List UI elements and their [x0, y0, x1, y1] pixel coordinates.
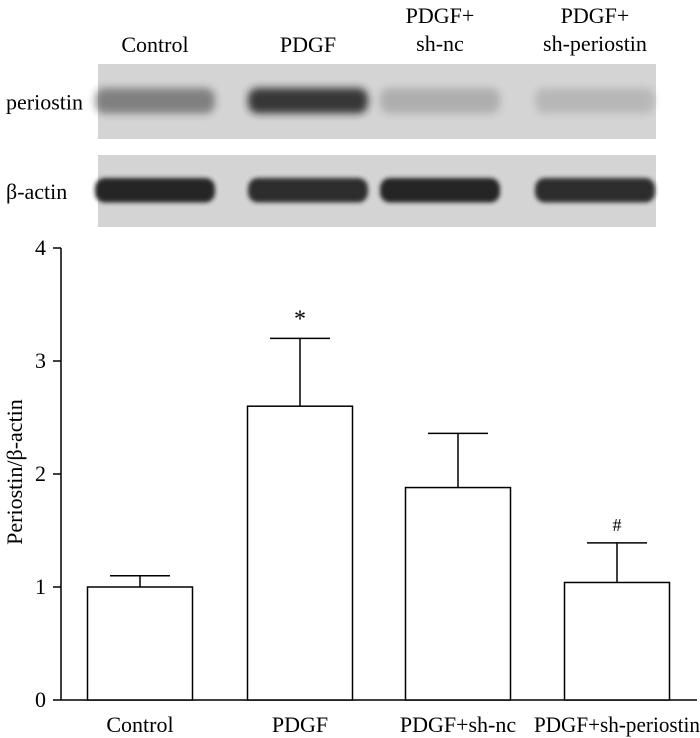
bar-group-2	[406, 433, 511, 700]
x-tick-label-3: PDGF+sh-periostin	[534, 712, 700, 737]
y-tick-label-1: 1	[35, 574, 46, 599]
y-tick-label-4: 4	[35, 235, 46, 260]
blot-band-1-2	[380, 178, 500, 202]
bar-group-1: *	[248, 306, 353, 700]
blot-row-1: β-actin	[6, 155, 656, 227]
lane-label-2-1: sh-nc	[416, 31, 464, 56]
lane-labels: Control PDGF PDGF+ sh-nc PDGF+ sh-periostin	[121, 3, 647, 57]
x-tick-label-0: Control	[106, 712, 173, 737]
bar-group-0	[88, 576, 193, 700]
y-tick-label-2: 2	[35, 461, 46, 486]
bar-2	[406, 488, 511, 700]
blot-band-1-0	[95, 178, 215, 202]
x-tick-label-1: PDGF	[272, 712, 328, 737]
x-tick-labels: Control PDGF PDGF+sh-nc PDGF+sh-periostin	[106, 712, 700, 737]
blot-band-0-0	[95, 88, 215, 114]
y-tick-label-0: 0	[35, 687, 46, 712]
lane-label-3-0: PDGF+	[561, 3, 630, 28]
western-blot-panel: Control PDGF PDGF+ sh-nc PDGF+ sh-periostin p…	[6, 3, 656, 227]
blot-band-0-3	[535, 88, 655, 114]
bar-3	[565, 582, 670, 700]
bar-0	[88, 587, 193, 700]
y-tick-label-3: 3	[35, 348, 46, 373]
blot-band-0-1	[248, 88, 368, 114]
y-axis-label: Periostin/β-actin	[2, 399, 27, 545]
x-tick-label-2: PDGF+sh-nc	[400, 712, 517, 737]
lane-label-3-1: sh-periostin	[543, 31, 647, 56]
significance-marker-3: #	[613, 515, 622, 535]
blot-band-0-2	[380, 88, 500, 114]
significance-marker-1: *	[294, 306, 306, 332]
bar-1	[248, 406, 353, 700]
bars: *#	[88, 306, 670, 700]
lane-label-0-0: Control	[121, 32, 188, 57]
blot-band-1-1	[248, 178, 368, 202]
blot-row-0: periostin	[6, 64, 656, 139]
blot-band-1-3	[535, 178, 655, 202]
blot-row-label-0: periostin	[6, 90, 83, 115]
figure: Control PDGFPDGF+sh-ncPDGF+sh-periostin p…	[0, 0, 700, 738]
blot-rows: periostin β-actin	[6, 64, 656, 227]
lane-label-1-0: PDGF	[280, 32, 336, 57]
bar-group-3: #	[565, 515, 670, 700]
blot-row-label-1: β-actin	[6, 179, 67, 204]
lane-label-2-0: PDGF+	[406, 3, 475, 28]
